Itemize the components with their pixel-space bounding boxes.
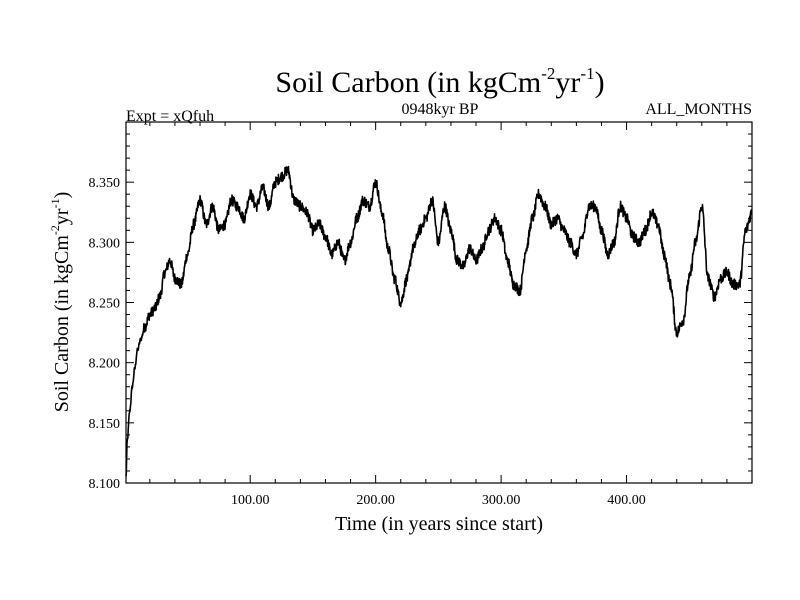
y-axis-ticks bbox=[126, 133, 752, 472]
series-line-soil-carbon bbox=[125, 165, 753, 477]
x-tick-label: 300.00 bbox=[482, 493, 521, 508]
x-tick-label: 200.00 bbox=[356, 493, 395, 508]
x-tick-label: 400.00 bbox=[607, 493, 646, 508]
y-tick-label: 8.150 bbox=[89, 417, 121, 432]
y-tick-label: 8.350 bbox=[89, 176, 121, 191]
y-tick-label: 8.300 bbox=[89, 236, 121, 251]
x-axis-title: Time (in years since start) bbox=[335, 513, 543, 535]
y-axis-title: Soil Carbon (in kgCm-2yr-1) bbox=[48, 192, 73, 413]
plot-frame bbox=[125, 121, 753, 484]
y-axis-tick-labels: 8.100 8.150 8.200 8.250 8.300 8.350 bbox=[89, 176, 121, 492]
subtitle-experiment: Expt = xQfuh bbox=[126, 108, 214, 125]
subtitle-months: ALL_MONTHS bbox=[645, 101, 752, 118]
x-axis-tick-labels: 100.00 200.00 300.00 400.00 bbox=[231, 493, 646, 508]
x-tick-label: 100.00 bbox=[231, 493, 270, 508]
y-tick-label: 8.200 bbox=[89, 357, 121, 372]
y-tick-label: 8.250 bbox=[89, 297, 121, 312]
x-axis-ticks bbox=[149, 122, 728, 483]
subtitle-period: 0948kyr BP bbox=[402, 101, 479, 118]
chart-title: Soil Carbon (in kgCm-2yr-1) bbox=[275, 64, 604, 99]
y-tick-label: 8.100 bbox=[89, 477, 121, 492]
